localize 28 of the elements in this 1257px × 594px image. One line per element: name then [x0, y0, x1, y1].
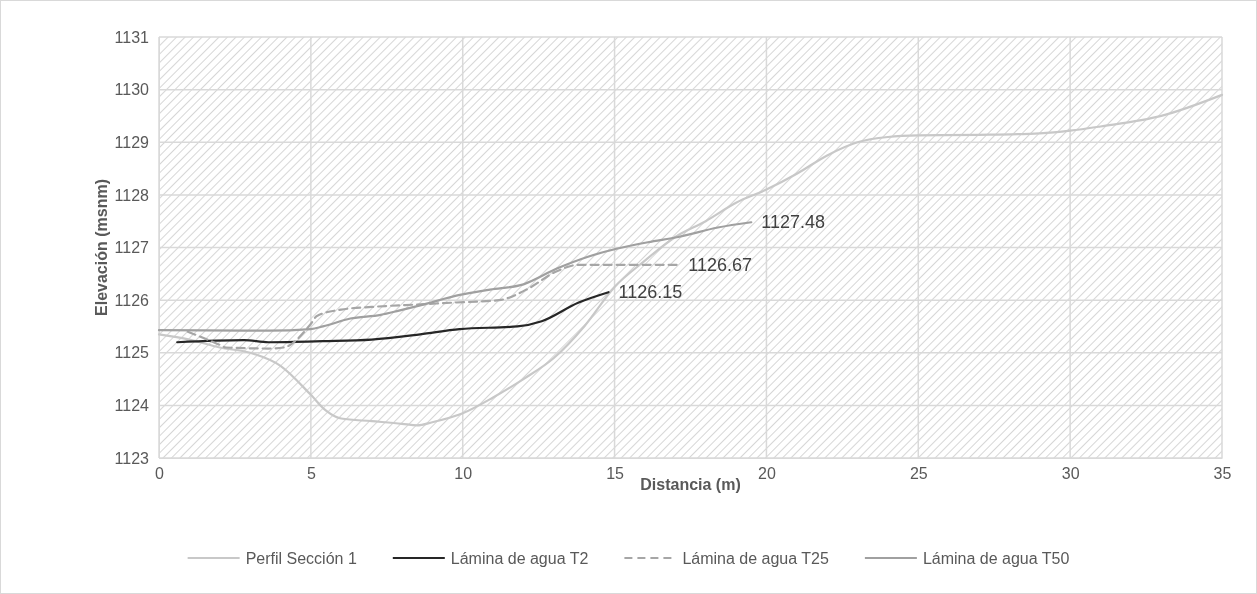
- x-tick-label: 35: [1213, 465, 1232, 483]
- legend-label: Lámina de agua T2: [450, 550, 589, 567]
- x-tick-label: 15: [606, 465, 625, 483]
- annotation: 1126.67: [688, 254, 753, 275]
- legend-label: Lámina de agua T25: [682, 550, 829, 567]
- y-tick-label: 1130: [114, 81, 150, 99]
- line-series: [157, 93, 1224, 427]
- y-tick-label: 1124: [114, 396, 150, 414]
- x-axis-title: Distancia (m): [640, 476, 741, 493]
- y-tick-label: 1131: [114, 28, 150, 46]
- y-tick-label: 1123: [114, 449, 150, 467]
- legend-label: Perfil Sección 1: [245, 550, 357, 567]
- y-tick-label: 1126: [114, 291, 150, 309]
- x-tick-label: 0: [155, 465, 165, 483]
- line-series: [176, 291, 610, 344]
- annotation: 1127.48: [761, 212, 825, 233]
- x-tick-label: 5: [306, 465, 316, 483]
- x-tick-label: 10: [454, 465, 473, 483]
- x-tick-label: 25: [909, 465, 928, 483]
- y-axis-title: Elevación (msnm): [93, 179, 110, 316]
- legend-label: Lámina de agua T50: [922, 550, 1070, 567]
- x-tick-label: 20: [758, 465, 776, 483]
- y-tick-label: 1128: [114, 186, 150, 204]
- y-tick-label: 1125: [114, 344, 150, 362]
- y-tick-label: 1129: [114, 133, 150, 151]
- annotation: 1126.15: [618, 282, 683, 303]
- y-tick-label: 1127: [114, 239, 150, 257]
- x-tick-label: 30: [1061, 465, 1080, 483]
